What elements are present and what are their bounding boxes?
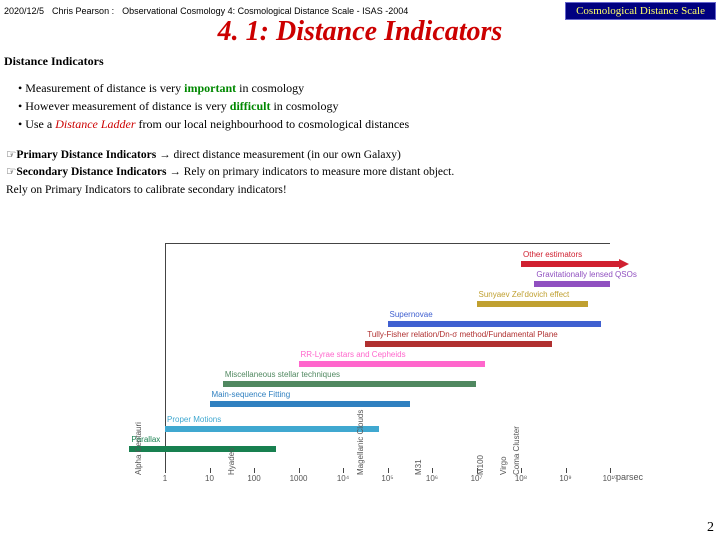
chart-bar-label: Tully-Fisher relation/Dn-σ method/Fundam… xyxy=(367,330,558,339)
chart-bar-label: Proper Motions xyxy=(167,415,221,424)
chart-bar xyxy=(299,361,486,367)
chart-bar-label: Supernovae xyxy=(390,310,433,319)
x-axis-label: 100 xyxy=(234,474,274,483)
bullet-item: Measurement of distance is very importan… xyxy=(18,79,702,97)
chart-bar xyxy=(165,426,379,432)
bullet-item: Use a Distance Ladder from our local nei… xyxy=(18,115,702,133)
chart-bar xyxy=(477,301,588,307)
chart-bar-label: RR-Lyrae stars and Cepheids xyxy=(301,350,406,359)
chart-bar xyxy=(129,446,276,452)
x-axis-label: 10⁸ xyxy=(501,474,541,483)
chart-bar xyxy=(521,261,619,267)
distance-ladder-chart: Other estimatorsGravitationally lensed Q… xyxy=(110,235,620,515)
chart-bar-label: Other estimators xyxy=(523,250,582,259)
chart-bar xyxy=(210,401,410,407)
page-number: 2 xyxy=(707,520,714,536)
x-axis-label: 10⁶ xyxy=(412,474,452,483)
x-axis-top-label: M31 xyxy=(414,459,423,475)
chart-bar xyxy=(388,321,602,327)
chart-bar-label: Miscellaneous stellar techniques xyxy=(225,370,340,379)
x-axis-unit: parsec xyxy=(616,472,643,482)
x-axis-label: 1000 xyxy=(279,474,319,483)
x-axis-label: 10⁵ xyxy=(368,474,408,483)
x-axis-top-label: Coma Cluster xyxy=(512,426,521,475)
x-axis-top-label: Virgo xyxy=(499,456,508,475)
chart-bar xyxy=(534,281,610,287)
indicator-types: ☞Primary Distance Indicators → direct di… xyxy=(0,139,720,201)
bullet-item: However measurement of distance is very … xyxy=(18,97,702,115)
slide-date: 2020/12/5 xyxy=(4,6,44,16)
chart-bar xyxy=(223,381,477,387)
x-axis-top-label: Hyades xyxy=(227,448,236,475)
x-axis-label: 10 xyxy=(190,474,230,483)
x-axis-label: 10⁴ xyxy=(323,474,363,483)
x-axis-top-label: Magellanic Clouds xyxy=(356,410,365,475)
x-axis-top-label: Alpha Centauri xyxy=(134,422,143,475)
section-subtitle: Distance Indicators xyxy=(0,48,720,73)
x-axis-label: 1 xyxy=(145,474,185,483)
chart-bar xyxy=(365,341,552,347)
chart-bar-label: Sunyaev Zel'dovich effect xyxy=(479,290,570,299)
x-axis-label: 10⁹ xyxy=(546,474,586,483)
topic-badge: Cosmological Distance Scale xyxy=(565,2,716,20)
slide-course: Observational Cosmology 4: Cosmological … xyxy=(122,6,408,16)
x-axis-top-label: M100 xyxy=(476,455,485,475)
chart-bar-label: Gravitationally lensed QSOs xyxy=(536,270,637,279)
chart-bar-label: Main-sequence Fitting xyxy=(212,390,291,399)
bullet-list: Measurement of distance is very importan… xyxy=(0,73,720,139)
page-title: 4. 1: Distance Indicators xyxy=(0,16,720,48)
x-axis-label: 10⁷ xyxy=(457,474,497,483)
slide-author: Chris Pearson : xyxy=(52,6,114,16)
